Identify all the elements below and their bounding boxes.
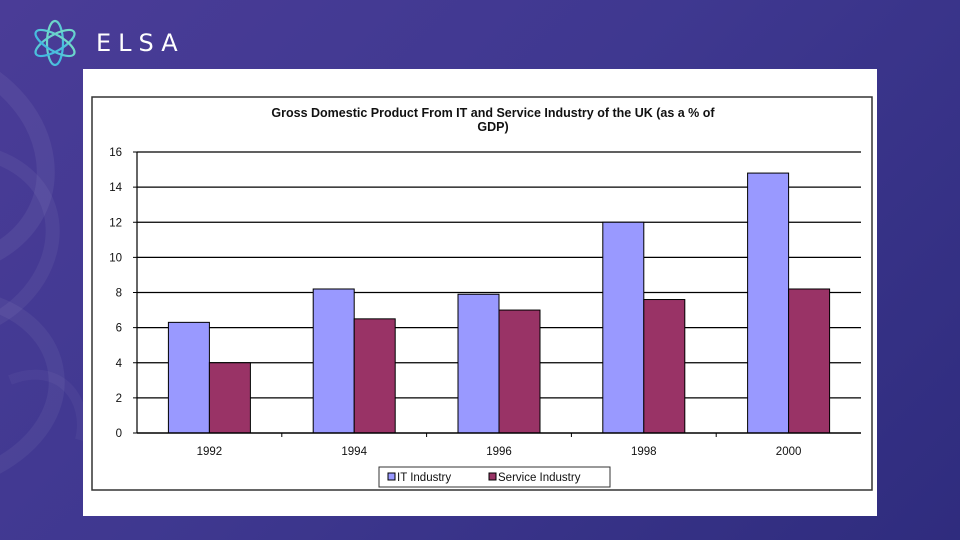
bar-it-industry-1994 — [312, 288, 355, 434]
y-tick-label: 12 — [109, 217, 122, 229]
y-tick-label: 4 — [116, 358, 123, 370]
bar-service-industry-1996 — [498, 309, 541, 434]
x-tick-label: 1994 — [341, 446, 367, 458]
y-tick-label: 10 — [109, 252, 122, 264]
brand-name: ELSA — [96, 29, 185, 57]
elsa-logo-icon — [34, 19, 76, 67]
chart-title-line1: Gross Domestic Product From IT and Servi… — [271, 106, 715, 120]
bar-service-industry-2000 — [788, 288, 831, 434]
bar-it-industry-1998 — [602, 221, 645, 434]
bar-it-industry-1996 — [457, 293, 500, 434]
bar-service-industry-1992 — [208, 362, 251, 434]
y-tick-label: 6 — [116, 323, 122, 335]
legend-label-service: Service Industry — [498, 472, 581, 484]
legend-swatch-service — [488, 472, 497, 481]
chart-card: Gross Domestic Product From IT and Servi… — [83, 69, 877, 516]
legend-label-it: IT Industry — [397, 472, 451, 484]
bar-it-industry-1992 — [167, 321, 210, 434]
bar-it-industry-2000 — [747, 172, 790, 434]
x-tick-label: 1992 — [197, 446, 223, 458]
chart-svg: Gross Domestic Product From IT and Servi… — [91, 96, 873, 491]
bar-service-industry-1994 — [353, 318, 396, 434]
y-tick-label: 8 — [116, 288, 122, 300]
bar-service-industry-1998 — [643, 299, 686, 434]
x-tick-label: 1998 — [631, 446, 657, 458]
y-tick-label: 16 — [109, 147, 122, 159]
legend-swatch-it — [387, 472, 396, 481]
y-tick-label: 14 — [109, 182, 122, 194]
x-tick-label: 1996 — [486, 446, 512, 458]
y-tick-label: 0 — [116, 428, 122, 440]
y-tick-label: 2 — [116, 393, 122, 405]
x-tick-label: 2000 — [776, 446, 802, 458]
chart-legend: IT Industry Service Industry — [378, 466, 611, 488]
chart-title-line2: GDP) — [477, 120, 508, 134]
brand-logo: ELSA — [28, 16, 185, 70]
